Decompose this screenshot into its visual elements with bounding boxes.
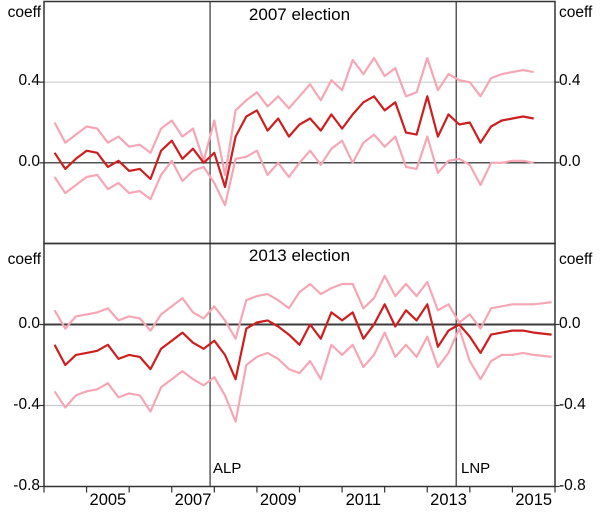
top-lower-line	[53, 133, 534, 207]
y-tick-label-left: -0.8	[13, 476, 40, 494]
x-tick-label: 2011	[345, 491, 382, 509]
y-tick-label-left: -0.4	[13, 395, 40, 413]
y-tick-label-left: 0.0	[18, 314, 40, 332]
top-central-line	[53, 95, 534, 189]
y-tick-label-right: -0.8	[559, 476, 586, 494]
unit-label-top-left: coeff	[7, 4, 41, 21]
y-tick-label-left: 0.4	[18, 72, 40, 90]
x-tick-label: 2007	[174, 491, 212, 509]
y-tick-label-right: 0.0	[559, 152, 581, 170]
bottom-upper-line	[53, 274, 552, 340]
y-tick-label-right: 0.4	[559, 72, 581, 90]
y-tick-label-right: -0.4	[559, 395, 586, 413]
lnp-event-label: LNP	[461, 460, 491, 477]
alp-event-label: ALP	[213, 460, 242, 477]
y-tick-label-right: 0.0	[559, 314, 581, 332]
bottom-panel-title: 2013 election	[248, 246, 351, 265]
x-tick-label: 2015	[515, 491, 553, 509]
top-panel-border	[43, 0, 556, 245]
y-tick-label-left: 0.0	[18, 152, 40, 170]
unit-label-top-right: coeff	[559, 4, 593, 21]
top-upper-line	[53, 56, 534, 176]
bottom-panel-border	[43, 242, 556, 488]
top-panel-title: 2007 election	[248, 5, 351, 24]
unit-label-mid-left: coeff	[7, 251, 41, 268]
bottom-central-line	[53, 303, 552, 381]
x-tick-label: 2009	[259, 491, 297, 509]
unit-label-mid-right: coeff	[559, 251, 593, 268]
x-tick-label: 2005	[89, 491, 127, 509]
bottom-lower-line	[53, 327, 552, 423]
x-tick-label: 2013	[430, 491, 467, 509]
